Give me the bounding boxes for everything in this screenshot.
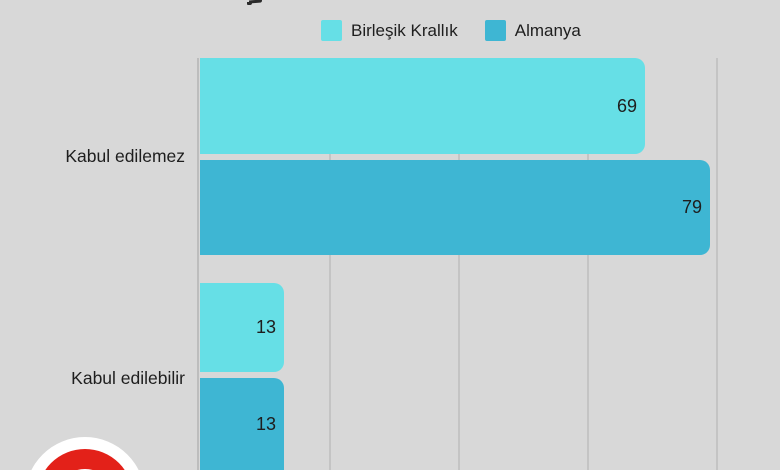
bar-value-label: 79: [681, 197, 702, 217]
germany-color-swatch-icon: [484, 20, 506, 41]
legend-item-almanya: Almanya: [484, 20, 581, 41]
plot-area: 69 79 13 13: [197, 58, 780, 470]
gridline: [329, 58, 331, 470]
bar-value-label: 69: [616, 95, 637, 116]
category-label-kabul-edilemez: Kabul edilemez: [65, 146, 185, 166]
red-ring-icon: [37, 449, 133, 470]
bar-kabul-edilebilir-almanya: 13: [200, 378, 284, 470]
bar-kabul-edilemez-almanya: 79: [200, 160, 710, 255]
category-label-kabul-edilebilir: Kabul edilebilir: [71, 368, 185, 388]
bar-value-label: 13: [255, 413, 276, 434]
gridline: [716, 58, 718, 470]
legend: Birleşik Krallık Almanya: [321, 20, 581, 41]
uk-color-swatch-icon: [321, 20, 342, 41]
gridline: [587, 58, 589, 470]
red-ring-logo: [25, 437, 145, 470]
legend-label: Birleşik Krallık: [351, 21, 458, 40]
gridline: [458, 58, 460, 470]
y-axis-line: [197, 58, 199, 470]
bar-kabul-edilemez-birlesik-krallik: 69: [200, 58, 645, 154]
legend-label: Almanya: [514, 21, 581, 40]
bar-kabul-edilebilir-birlesik-krallik: 13: [200, 283, 284, 372]
cutoff-title-fragment: [247, 2, 252, 5]
bar-value-label: 13: [255, 317, 276, 337]
legend-item-birlesik-krallik: Birleşik Krallık: [321, 20, 458, 41]
